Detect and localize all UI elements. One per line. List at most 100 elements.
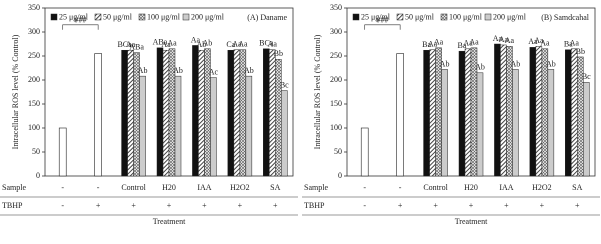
bar-letter: Ab [440,59,450,68]
tbhp-label: - [61,201,64,210]
legend-swatch [440,13,448,21]
bar-letter: Aa [528,37,538,46]
legend-label: 50 μg/ml [405,12,435,21]
bar [464,48,472,177]
bar-letter: Aa [191,35,201,44]
tbhp-label: + [504,201,509,210]
legend-swatch [396,13,404,21]
tbhp-label: + [540,201,545,210]
bar-letter: Ab [511,59,521,68]
reference-bar [360,127,369,177]
bar [571,48,578,177]
x-tick-label: SA [572,183,582,192]
bar [263,48,270,177]
bar [458,50,466,177]
legend-label: 25 μg/ml [361,12,391,21]
bar [245,75,253,177]
bar-letter: BCa [259,39,274,48]
legend-label: 100 μg/ml [147,12,181,21]
tbhp-label: + [469,201,474,210]
y-axis-label: Intracellular ROS level (% Control) [313,34,322,149]
chart-panel: 0 50 100 150 200 250 300 350 Intracellular ROS l… [302,3,600,226]
legend-label: 25 μg/ml [59,12,89,21]
y-tick-label: 250 [330,51,342,60]
y-tick-label: 50 [334,147,342,156]
bar-letter: Bc [280,80,289,89]
bar-letter: Aa [126,40,136,49]
bar [281,90,288,177]
reference-bar [94,53,102,177]
legend-label: 200 μg/ml [493,12,527,21]
x-tick-label: IAA [197,183,211,192]
bar [139,75,146,177]
tbhp-label: - [363,201,366,210]
reference-bar [396,53,404,177]
legend-label: 200 μg/ml [191,12,225,21]
bar-letter: Ab [546,59,556,68]
tbhp-label: + [167,201,172,210]
legend-swatch [182,13,190,21]
y-tick-label: 300 [330,27,342,36]
bar-letter: ABa [153,38,168,47]
bar [494,43,501,177]
y-tick-label: 0 [36,171,40,180]
y-tick-label: 100 [28,123,40,132]
bar-letter: Aa [469,38,479,47]
tbhp-label: + [398,201,403,210]
bar [512,69,519,177]
legend-swatch [138,13,146,21]
row-label: TBHP [2,201,23,210]
row-label: Sample [304,183,328,192]
legend-label: 50 μg/ml [103,12,133,21]
y-axis-label: Intracellular ROS level (% Control) [11,34,20,149]
bar [476,72,484,177]
bar [583,82,590,177]
bar [227,49,235,177]
bar [275,59,282,177]
bar-letter: Ca [226,40,235,49]
x-tick-label: H2O2 [532,183,552,192]
bar-letter: Aa [505,36,515,45]
y-tick-label: 50 [32,147,40,156]
y-tick-label: 0 [338,171,342,180]
x-tick-label: H20 [162,183,176,192]
bar-letter: Aa [463,39,473,48]
bar [156,47,164,177]
bar [174,75,182,177]
bar [192,45,199,177]
tbhp-label: + [202,201,207,210]
legend-swatch [50,13,58,21]
bar [121,49,128,177]
bar-letter: Aa [268,40,278,49]
significance-label: ### [74,16,86,25]
legend-swatch [352,13,360,21]
bar [269,49,276,177]
x-tick-label: - [97,183,100,192]
bar-letter: Aa [534,36,544,45]
significance-label: ### [376,16,388,25]
bar [535,46,543,177]
tbhp-label: + [131,201,136,210]
bar-letter: Aa [434,38,444,47]
bar [500,44,507,177]
bar-letter: ABa [129,42,144,51]
bar-letter: Ab [197,40,207,49]
x-tick-label: Control [121,183,146,192]
chart-title: (A) Daname [247,13,287,22]
x-axis-label: Treatment [153,217,186,226]
y-tick-label: 350 [330,3,342,12]
tbhp-label: + [433,201,438,210]
y-tick-label: 250 [28,51,40,60]
bar [441,69,448,177]
y-tick-label: 200 [330,75,342,84]
x-tick-label: Control [423,183,448,192]
y-tick-label: 100 [330,123,342,132]
tbhp-label: + [273,201,278,210]
x-tick-label: H20 [464,183,478,192]
bar-letter: Aa [161,40,171,49]
bar-letter: BCa [117,40,132,49]
bar-letter: Aa [238,40,248,49]
bar-letter: Ba [458,41,467,50]
x-tick-label: - [61,183,64,192]
bar-letter: Aa [428,40,438,49]
